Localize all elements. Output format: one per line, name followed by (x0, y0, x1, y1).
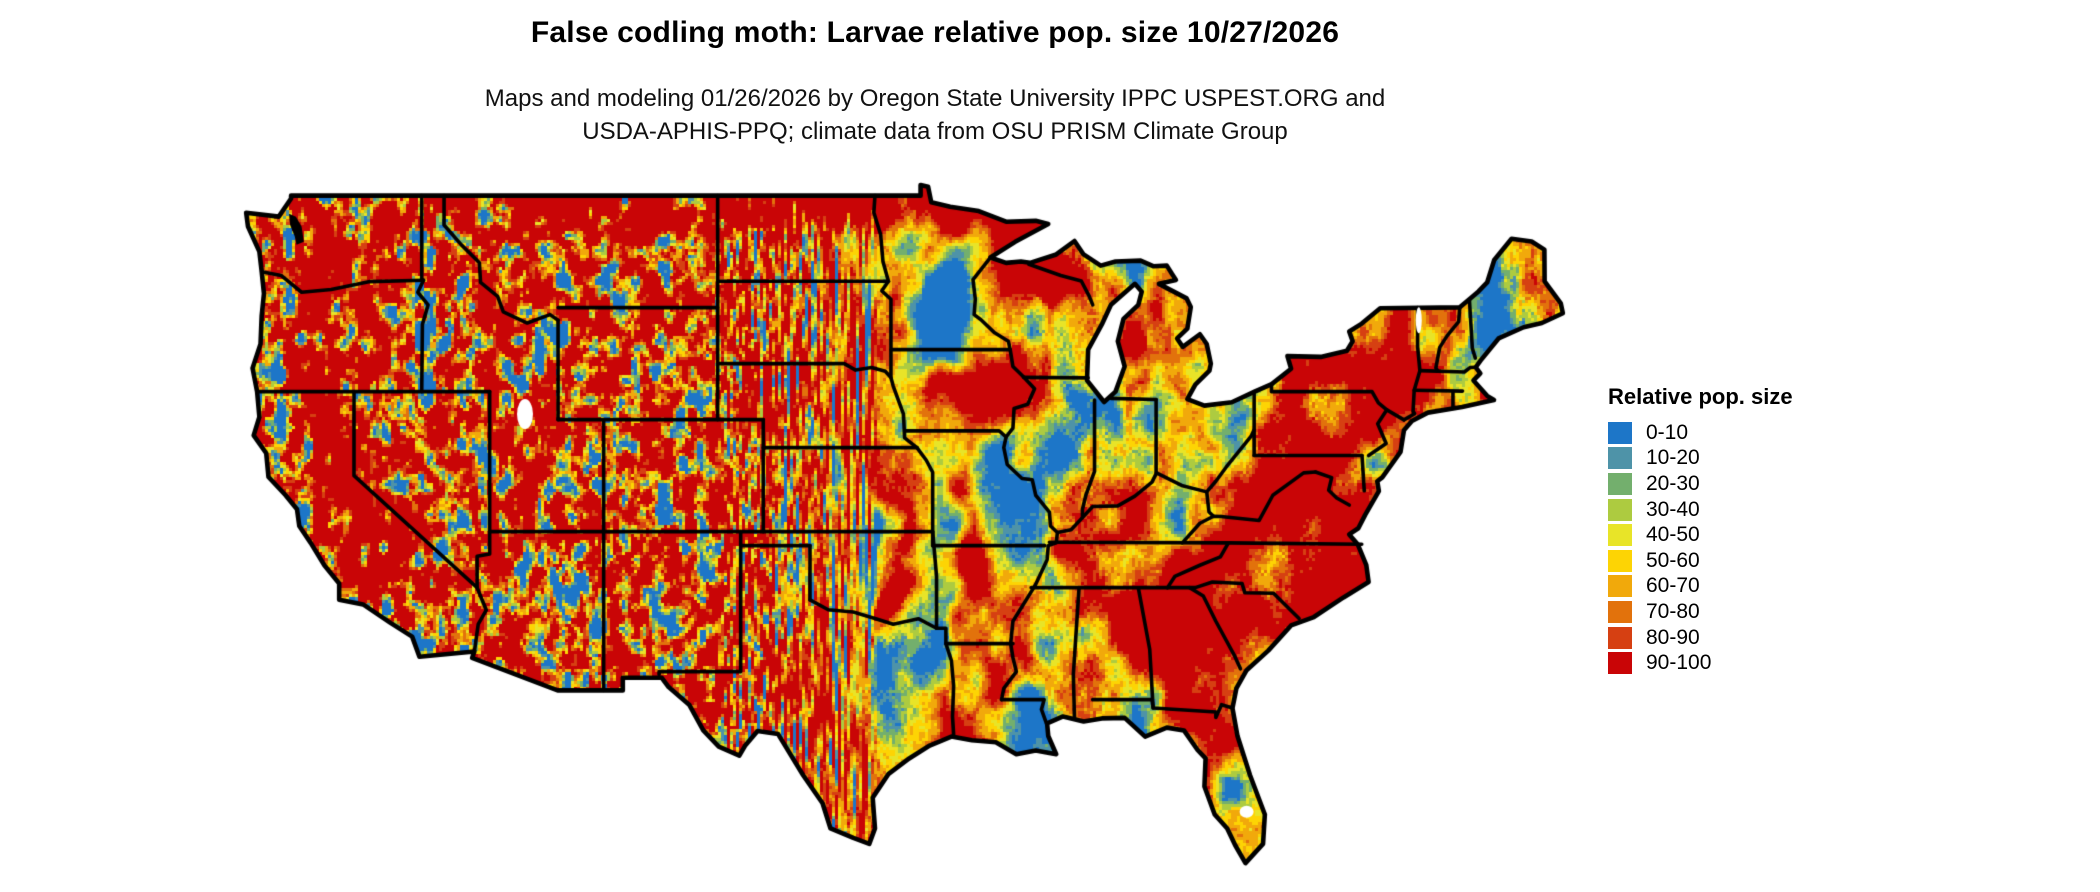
legend-label: 80-90 (1646, 625, 1700, 649)
legend-swatch (1608, 575, 1632, 598)
legend-swatch (1608, 600, 1632, 623)
legend-item: 90-100 (1608, 650, 1868, 676)
legend-title: Relative pop. size (1608, 384, 1793, 409)
legend: Relative pop. size 0-10 10-20 20-30 30-40 40… (1608, 384, 1868, 676)
subtitle-line-1: Maps and modeling 01/26/2026 by Oregon S… (484, 85, 1386, 112)
map-subtitle: Maps and modeling 01/26/2026 by Oregon S… (0, 82, 1870, 148)
legend-item: 80-90 (1608, 625, 1868, 651)
legend-swatch (1608, 652, 1632, 675)
legend-label: 90-100 (1646, 651, 1712, 675)
subtitle-line-2: USDA-APHIS-PPQ; climate data from OSU PR… (582, 118, 1288, 145)
legend-swatch (1608, 626, 1632, 649)
legend-label: 70-80 (1646, 599, 1700, 623)
legend-item: 60-70 (1608, 574, 1868, 600)
legend-label: 10-20 (1646, 446, 1700, 470)
legend-label: 60-70 (1646, 574, 1700, 598)
page-title: False codling moth: Larvae relative pop.… (530, 16, 1340, 49)
legend-label: 40-50 (1646, 523, 1700, 547)
legend-item: 40-50 (1608, 522, 1868, 548)
legend-swatch (1608, 472, 1632, 495)
legend-label: 20-30 (1646, 471, 1700, 495)
legend-item: 10-20 (1608, 446, 1868, 472)
legend-swatch (1608, 447, 1632, 470)
legend-item: 20-30 (1608, 471, 1868, 497)
legend-swatch (1608, 421, 1632, 444)
legend-item: 0-10 (1608, 420, 1868, 446)
legend-label: 50-60 (1646, 548, 1700, 572)
legend-label: 0-10 (1646, 420, 1689, 444)
legend-items: 0-10 10-20 20-30 30-40 40-50 50-60 60-70 70-80 8… (1608, 420, 1868, 676)
legend-item: 50-60 (1608, 548, 1868, 574)
legend-label: 30-40 (1646, 497, 1700, 521)
legend-item: 70-80 (1608, 599, 1868, 625)
legend-swatch (1608, 549, 1632, 572)
legend-swatch (1608, 524, 1632, 547)
legend-swatch (1608, 498, 1632, 521)
legend-item: 30-40 (1608, 497, 1868, 523)
